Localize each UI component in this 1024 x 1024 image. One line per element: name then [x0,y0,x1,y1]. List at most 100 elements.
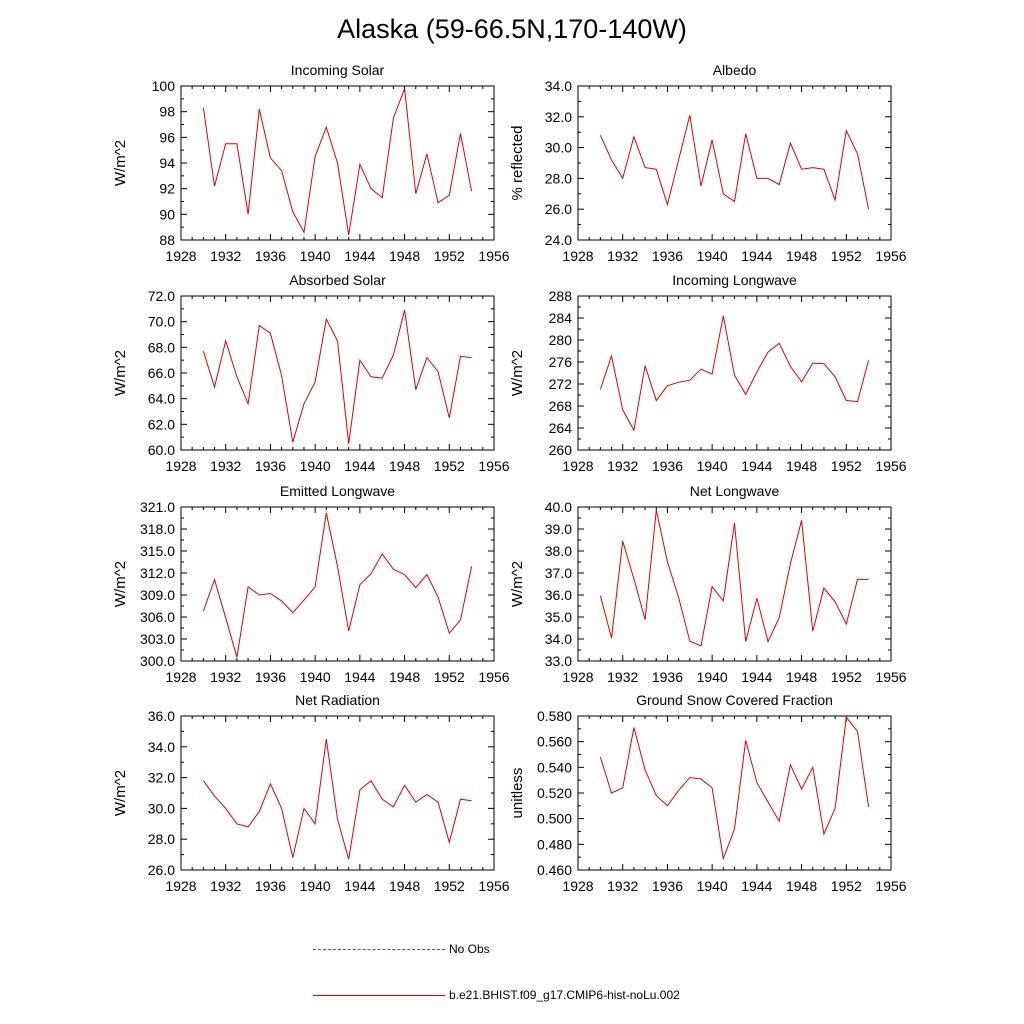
y-axis-label: W/m^2 [112,561,129,607]
y-axis-label: W/m^2 [509,561,526,607]
x-tick-label: 1948 [786,248,817,264]
panel-ground-snow-covered-fraction: Ground Snow Covered Fraction 0.460 0.480 0.… [509,692,907,894]
x-tick-label: 1952 [831,248,862,264]
panel-incoming-longwave: Incoming Longwave 260 264 268 272 276 280 284 28… [509,272,907,474]
y-tick-label: 280 [549,332,573,348]
x-tick-label: 1932 [210,669,241,685]
panel-title: Net Radiation [295,692,380,708]
y-tick-label: 0.560 [537,734,572,750]
y-axis-label: W/m^2 [112,770,129,816]
x-tick-label: 1956 [875,669,906,685]
x-tick-label: 1948 [786,669,817,685]
x-tick-label: 1936 [255,458,286,474]
y-tick-label: 96 [159,129,175,145]
x-tick-label: 1936 [652,669,683,685]
plot-frame [577,506,892,662]
x-tick-label: 1948 [786,458,817,474]
x-tick-label: 1948 [389,248,420,264]
x-tick-label: 1956 [875,458,906,474]
x-tick-label: 1944 [741,878,772,894]
panel-albedo: Albedo 24.0 26.0 28.0 30.0 32.0 34.0 1928 1932 19… [509,62,907,264]
y-tick-label: 260 [549,442,573,458]
series-line [202,739,472,860]
panel-emitted-longwave: Emitted Longwave 300.0 303.0 306.0 309.0 312.… [112,483,510,685]
y-tick-label: 303.0 [140,631,175,647]
y-tick-label: 39.0 [545,521,572,537]
y-tick-label: 70.0 [148,314,175,330]
legend-obs-line [313,949,445,950]
x-tick-label: 1944 [344,458,375,474]
plot-frame [577,85,892,241]
x-tick-label: 1940 [697,248,728,264]
x-tick-label: 1940 [300,878,331,894]
x-tick-label: 1944 [741,248,772,264]
y-tick-label: 36.0 [545,587,572,603]
x-tick-label: 1932 [210,248,241,264]
y-tick-label: 312.0 [140,565,175,581]
panel-net-radiation: Net Radiation 26.0 28.0 30.0 32.0 34.0 36.0 192… [112,692,510,894]
y-axis-label: unitless [509,768,526,819]
x-tick-label: 1928 [562,248,593,264]
y-axis-label: W/m^2 [112,140,129,186]
legend-obs-label: No Obs [449,942,490,956]
panel-title: Albedo [713,62,757,78]
x-tick-label: 1936 [255,878,286,894]
panel-title: Emitted Longwave [280,483,395,499]
x-tick-label: 1952 [831,458,862,474]
panel-title: Absorbed Solar [289,272,386,288]
panel-net-longwave: Net Longwave 33.0 34.0 35.0 36.0 37.0 38.0 39.0… [509,483,907,685]
x-tick-label: 1944 [741,669,772,685]
y-tick-label: 62.0 [148,416,175,432]
y-tick-label: 300.0 [140,653,175,669]
y-axis-label: % reflected [509,125,526,200]
x-tick-label: 1940 [697,458,728,474]
y-tick-label: 0.500 [537,811,572,827]
y-tick-label: 272 [549,376,573,392]
x-tick-label: 1928 [165,669,196,685]
x-tick-label: 1928 [562,878,593,894]
x-tick-label: 1948 [389,669,420,685]
x-tick-label: 1952 [831,878,862,894]
y-tick-label: 306.0 [140,609,175,625]
x-tick-label: 1936 [255,248,286,264]
series-line [202,88,473,235]
y-tick-label: 26.0 [148,862,175,878]
y-tick-label: 64.0 [148,391,175,407]
x-tick-label: 1944 [741,458,772,474]
y-tick-label: 32.0 [545,109,572,125]
x-tick-label: 1932 [607,669,638,685]
y-tick-label: 37.0 [545,565,572,581]
x-tick-label: 1928 [562,669,593,685]
x-tick-label: 1936 [652,458,683,474]
plot-frame [180,506,495,662]
y-tick-label: 90 [159,206,175,222]
legend-model-line [313,995,445,996]
x-tick-label: 1940 [697,878,728,894]
y-tick-label: 28.0 [545,170,572,186]
y-tick-label: 268 [549,398,573,414]
x-tick-label: 1928 [165,248,196,264]
plot-frame [180,715,495,871]
y-tick-label: 68.0 [148,339,175,355]
y-tick-label: 26.0 [545,201,572,217]
series-line [599,315,870,432]
y-tick-label: 98 [159,104,175,120]
x-tick-label: 1956 [875,248,906,264]
x-tick-label: 1956 [478,248,509,264]
x-tick-label: 1952 [434,248,465,264]
x-tick-label: 1952 [831,669,862,685]
panel-title: Ground Snow Covered Fraction [636,692,833,708]
x-tick-label: 1952 [434,878,465,894]
x-tick-label: 1948 [786,878,817,894]
y-tick-label: 28.0 [148,831,175,847]
y-tick-label: 100 [152,78,176,94]
series-line [202,512,473,658]
series-line [599,716,870,861]
x-tick-label: 1928 [562,458,593,474]
panel-absorbed-solar: Absorbed Solar 60.0 62.0 64.0 66.0 68.0 70.0 72… [112,272,510,474]
x-tick-label: 1928 [165,458,196,474]
y-tick-label: 30.0 [545,140,572,156]
y-tick-label: 35.0 [545,609,572,625]
legend-model-label: b.e21.BHIST.f09_g17.CMIP6-hist-noLu.002 [449,988,680,1002]
x-tick-label: 1936 [255,669,286,685]
